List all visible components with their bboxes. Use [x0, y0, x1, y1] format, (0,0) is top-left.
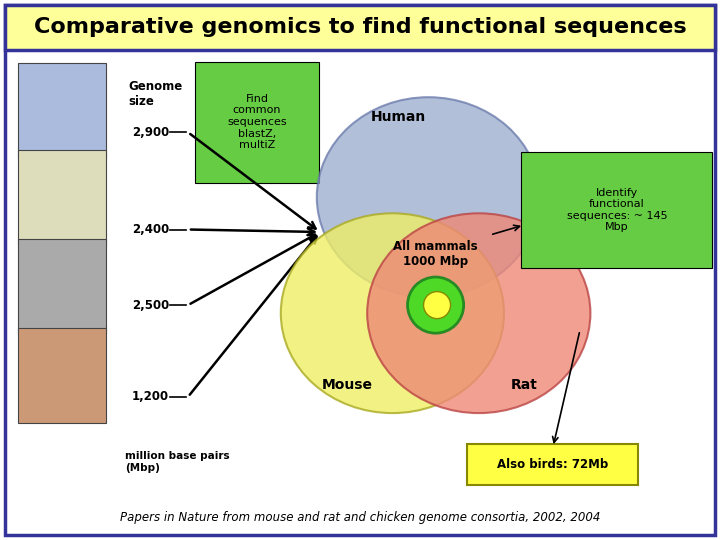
- Text: million base pairs
(Mbp): million base pairs (Mbp): [125, 451, 230, 473]
- FancyBboxPatch shape: [467, 444, 638, 485]
- FancyBboxPatch shape: [18, 63, 106, 158]
- FancyBboxPatch shape: [18, 328, 106, 423]
- Text: Also birds: 72Mb: Also birds: 72Mb: [498, 457, 608, 470]
- Text: Find
common
sequences
blastZ,
multiZ: Find common sequences blastZ, multiZ: [228, 94, 287, 150]
- Text: 2,400: 2,400: [132, 223, 169, 236]
- Ellipse shape: [367, 213, 590, 413]
- Text: Human: Human: [371, 110, 426, 124]
- FancyBboxPatch shape: [5, 5, 715, 50]
- Text: 2,900: 2,900: [132, 126, 169, 139]
- Text: Rat: Rat: [510, 378, 537, 392]
- Circle shape: [408, 277, 464, 333]
- FancyBboxPatch shape: [5, 5, 715, 535]
- Text: All mammals
1000 Mbp: All mammals 1000 Mbp: [393, 240, 478, 268]
- Ellipse shape: [281, 213, 504, 413]
- Text: Comparative genomics to find functional sequences: Comparative genomics to find functional …: [34, 17, 686, 37]
- Text: Papers in Nature from mouse and rat and chicken genome consortia, 2002, 2004: Papers in Nature from mouse and rat and …: [120, 511, 600, 524]
- Text: 1,200: 1,200: [132, 390, 169, 403]
- Circle shape: [423, 292, 451, 319]
- FancyBboxPatch shape: [18, 239, 106, 334]
- FancyBboxPatch shape: [18, 150, 106, 245]
- FancyBboxPatch shape: [195, 62, 319, 183]
- Text: Genome
size: Genome size: [128, 80, 182, 108]
- FancyBboxPatch shape: [521, 152, 712, 268]
- Text: 2,500: 2,500: [132, 299, 169, 312]
- Ellipse shape: [317, 97, 540, 297]
- Text: Identify
functional
sequences: ~ 145
Mbp: Identify functional sequences: ~ 145 Mbp: [567, 187, 667, 232]
- Text: Mouse: Mouse: [322, 378, 373, 392]
